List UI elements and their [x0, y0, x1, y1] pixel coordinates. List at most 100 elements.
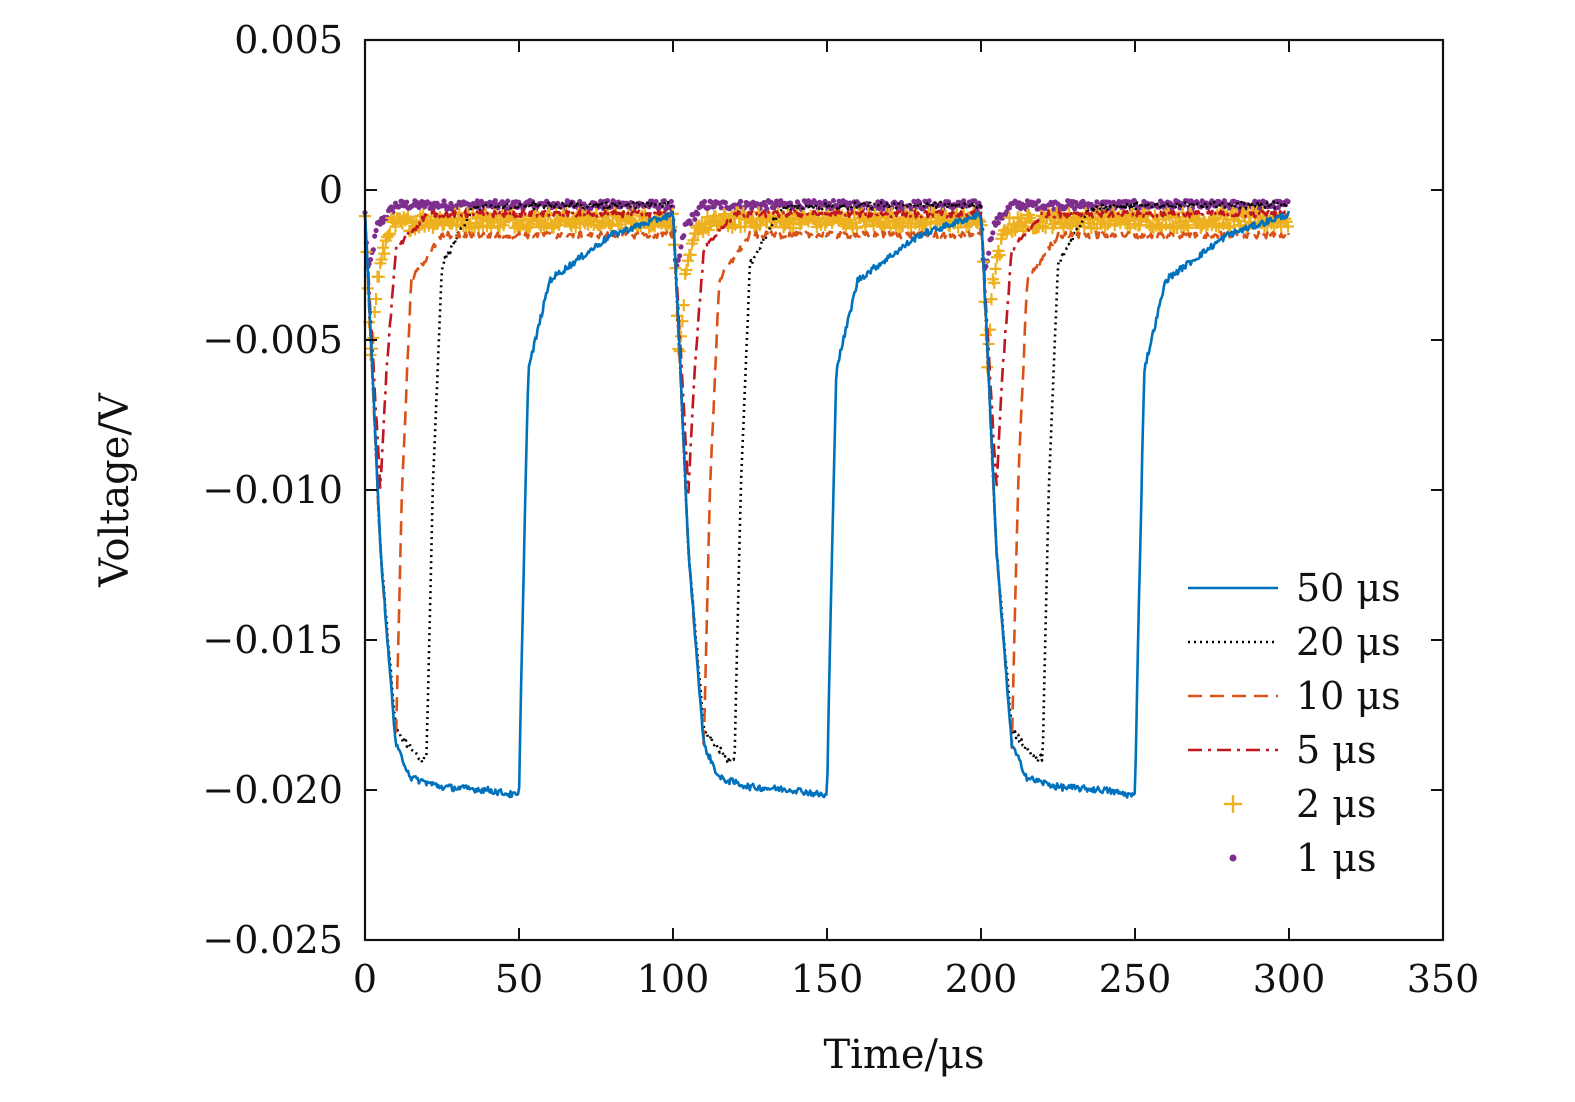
- legend-entry: 1 μs: [1229, 836, 1376, 880]
- x-tick-label: 300: [1253, 957, 1326, 1001]
- x-tick-label: 100: [637, 957, 710, 1001]
- data-point: [988, 276, 1001, 289]
- legend-entry: 10 μs: [1188, 674, 1401, 718]
- data-point: [1035, 198, 1042, 204]
- data-point: [945, 199, 952, 205]
- data-point: [754, 219, 767, 232]
- data-point: [961, 198, 967, 204]
- data-point: [873, 211, 886, 224]
- x-tick-label: 350: [1407, 957, 1480, 1001]
- data-point: [370, 292, 383, 305]
- data-point: [1101, 218, 1114, 231]
- x-tick-label: 50: [495, 957, 543, 1001]
- series-layer: [359, 197, 1295, 799]
- data-point: [994, 215, 1000, 221]
- legend-label: 1 μs: [1296, 836, 1376, 880]
- data-point: [1006, 205, 1013, 211]
- data-point: [628, 199, 634, 206]
- data-point: [717, 208, 730, 221]
- y-tick-label: 0.005: [234, 18, 343, 62]
- data-point: [417, 202, 424, 209]
- data-point: [985, 293, 998, 306]
- data-point: [577, 198, 583, 205]
- data-point: [1094, 199, 1100, 205]
- data-point: [993, 249, 1006, 262]
- data-point: [711, 203, 717, 210]
- legend-entry: 5 μs: [1188, 728, 1376, 772]
- data-point: [441, 198, 447, 204]
- data-point: [681, 254, 694, 267]
- data-point: [372, 270, 385, 283]
- data-point: [436, 219, 449, 232]
- data-point: [382, 229, 395, 242]
- data-point: [653, 198, 659, 205]
- data-point: [1004, 209, 1010, 215]
- data-point: [688, 221, 694, 227]
- data-point: [995, 220, 1002, 226]
- data-point: [847, 200, 853, 206]
- data-point: [401, 210, 414, 223]
- data-point: [372, 233, 378, 239]
- data-point: [1285, 198, 1291, 205]
- data-point: [668, 198, 674, 205]
- data-point: [497, 219, 510, 232]
- data-point: [1167, 200, 1173, 206]
- data-point: [926, 198, 932, 204]
- legend-label: 20 μs: [1296, 620, 1401, 664]
- series-2us: [359, 205, 1295, 374]
- x-axis-label: Time/μs: [823, 1032, 984, 1078]
- data-point: [1020, 220, 1033, 233]
- y-tick-label: −0.015: [202, 618, 343, 662]
- legend-label: 50 μs: [1296, 566, 1401, 610]
- data-point: [677, 299, 690, 312]
- legend: 50 μs 20 μs 10 μs 5 μs 2 μs 1 μs: [1188, 566, 1401, 880]
- data-point: [989, 262, 1002, 275]
- data-point: [403, 199, 410, 205]
- data-point: [605, 219, 618, 232]
- series-20us-line: [363, 200, 1290, 764]
- data-point: [718, 205, 724, 211]
- data-point: [729, 218, 742, 231]
- data-point: [830, 197, 837, 204]
- data-point: [677, 253, 683, 259]
- data-point: [771, 205, 777, 211]
- data-point: [684, 248, 697, 261]
- data-point: [681, 233, 687, 239]
- ticks-layer: 0 50 100 150 200 250 300 350 0.005 0 −0.005 −0.010 −…: [202, 18, 1479, 1001]
- data-point: [1077, 204, 1083, 210]
- data-point: [373, 227, 379, 234]
- legend-entry: 50 μs: [1188, 566, 1401, 610]
- legend-label: 5 μs: [1296, 728, 1376, 772]
- data-point: [1036, 220, 1049, 233]
- data-point: [702, 224, 715, 237]
- legend-entry: 20 μs: [1188, 620, 1401, 664]
- data-point: [367, 256, 374, 263]
- x-tick-label: 0: [353, 957, 377, 1001]
- data-point: [399, 199, 406, 205]
- data-point: [661, 198, 667, 204]
- legend-label: 10 μs: [1296, 674, 1401, 718]
- x-tick-label: 200: [945, 957, 1018, 1001]
- data-point: [774, 198, 780, 204]
- data-point: [826, 200, 832, 207]
- y-tick-label: −0.025: [202, 918, 343, 962]
- y-tick-label: −0.005: [202, 318, 343, 362]
- data-point: [1275, 204, 1281, 210]
- legend-marker-plus: [1224, 795, 1242, 813]
- data-point: [397, 203, 403, 209]
- data-point: [375, 253, 388, 266]
- data-point: [991, 251, 1004, 264]
- data-point: [692, 216, 698, 223]
- data-point: [722, 200, 728, 206]
- legend-marker-dot: [1229, 854, 1237, 862]
- data-point: [505, 198, 511, 204]
- data-point: [687, 234, 700, 247]
- data-point: [822, 198, 828, 204]
- data-point: [380, 219, 386, 225]
- data-point: [377, 241, 390, 254]
- y-axis-label: Voltage/V: [92, 392, 138, 588]
- data-point: [738, 198, 744, 204]
- series-10us-line: [363, 211, 1291, 750]
- data-point: [383, 227, 396, 240]
- series-50us-line: [363, 210, 1291, 799]
